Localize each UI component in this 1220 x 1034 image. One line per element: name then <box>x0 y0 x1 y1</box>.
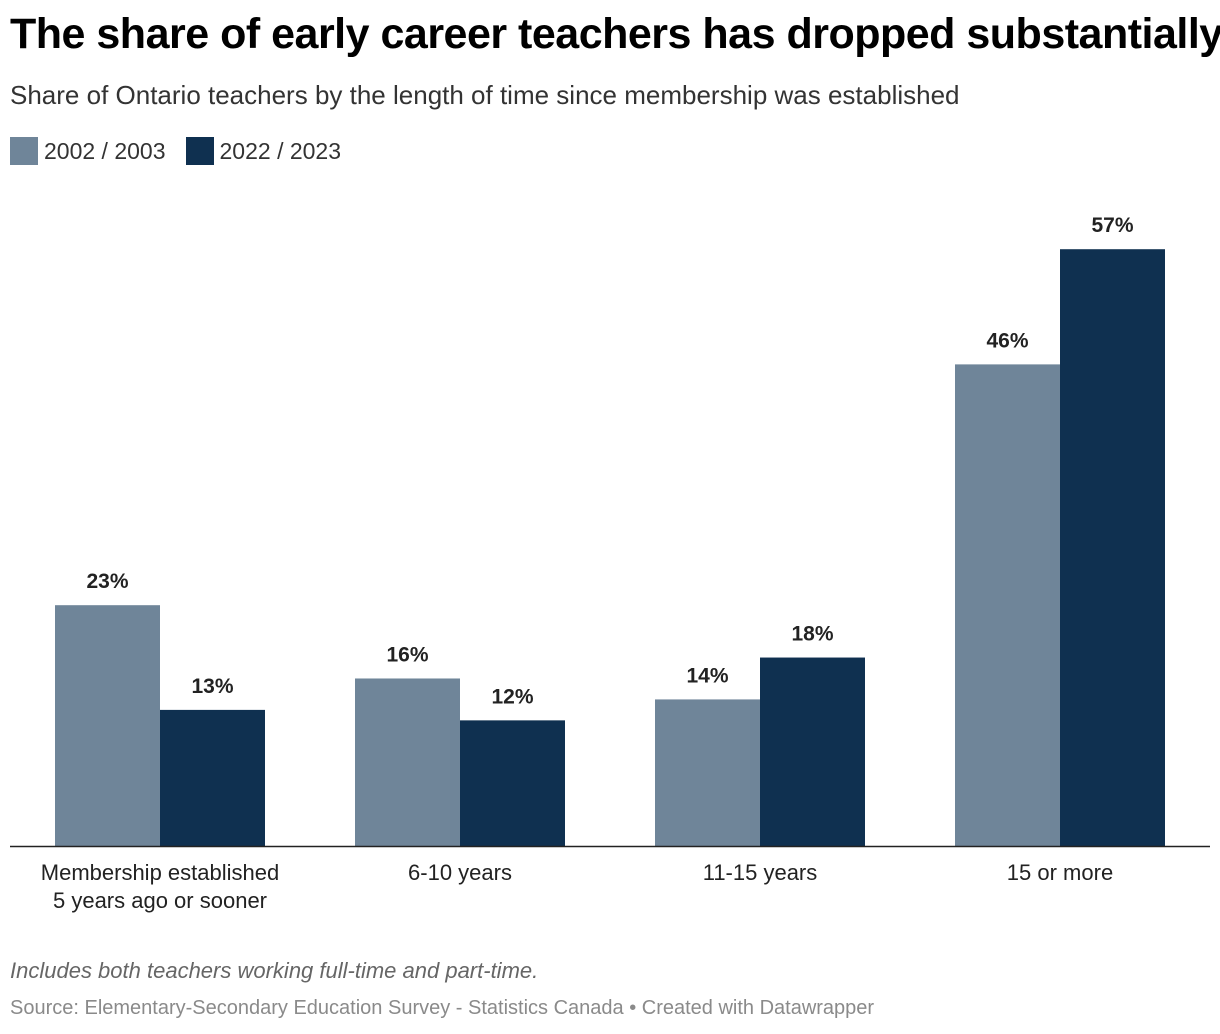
data-label: 18% <box>791 623 833 646</box>
bar-2002-2003-3 <box>955 364 1060 846</box>
category-label: 5 years ago or sooner <box>53 888 267 913</box>
legend-label-2022-2023: 2022 / 2023 <box>219 137 342 164</box>
legend-item-2022-2023: 2022 / 2023 <box>185 137 342 165</box>
chart-source: Source: Elementary-Secondary Education S… <box>10 997 875 1019</box>
data-label: 23% <box>86 570 128 593</box>
legend-label-2002-2003: 2002 / 2003 <box>44 137 166 164</box>
data-label: 13% <box>191 675 233 698</box>
chart-title: The share of early career teachers has d… <box>10 10 1220 58</box>
bar-2022-2023-0 <box>160 709 265 846</box>
data-label: 14% <box>686 664 728 687</box>
bar-2022-2023-3 <box>1060 249 1165 847</box>
legend: 2002 / 2003 2022 / 2023 <box>10 137 361 165</box>
legend-swatch-2002-2003 <box>10 137 38 165</box>
data-label: 16% <box>386 643 428 666</box>
bar-2002-2003-2 <box>655 699 760 846</box>
category-label: Membership established <box>41 860 279 885</box>
bar-chart: 23% 13% Membership established 5 years ago … <box>10 214 1210 913</box>
chart-subtitle: Share of Ontario teachers by the length … <box>10 80 960 110</box>
category-label: 15 or more <box>1007 860 1113 885</box>
bar-2002-2003-0 <box>55 605 160 846</box>
bar-2022-2023-2 <box>760 657 865 846</box>
legend-item-2002-2003: 2002 / 2003 <box>10 137 166 165</box>
data-label: 57% <box>1091 214 1133 237</box>
data-label: 12% <box>491 685 533 708</box>
bar-2002-2003-1 <box>355 678 460 846</box>
bar-2022-2023-1 <box>460 720 565 846</box>
category-label: 6-10 years <box>408 860 512 885</box>
category-label: 11-15 years <box>703 860 818 885</box>
chart-notes: Includes both teachers working full-time… <box>10 958 539 983</box>
legend-swatch-2022-2023 <box>185 137 214 165</box>
data-label: 46% <box>986 329 1028 352</box>
